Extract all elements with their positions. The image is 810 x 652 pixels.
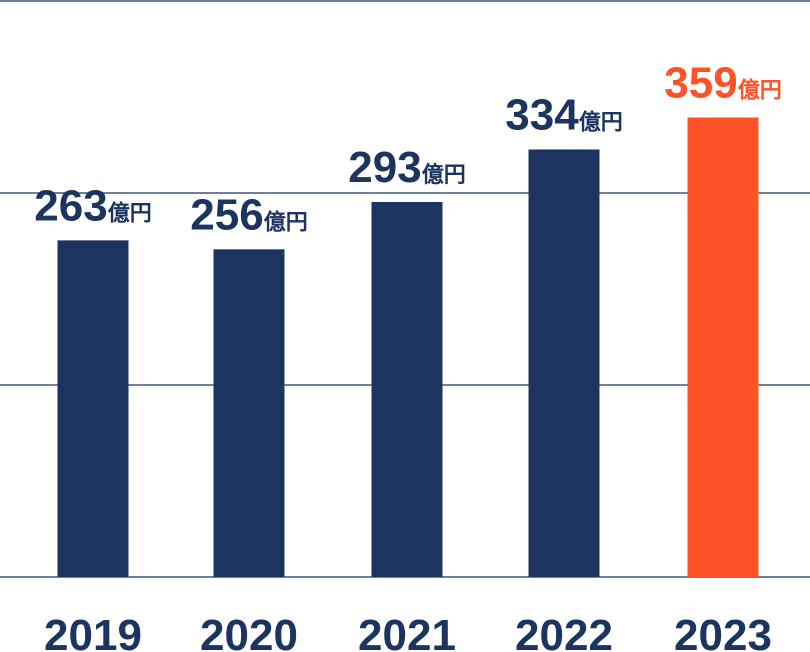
bar-2023: [687, 117, 759, 577]
x-tick-2020: 2020: [200, 611, 298, 652]
data-label-unit: 億円: [738, 77, 782, 103]
data-label-unit: 億円: [422, 162, 466, 188]
data-label-value: 359: [664, 58, 737, 107]
x-tick-2019: 2019: [44, 611, 142, 652]
x-tick-2021: 2021: [358, 611, 456, 652]
data-label-unit: 億円: [579, 109, 623, 135]
bar-2019: [57, 240, 129, 578]
bars-group: [57, 117, 759, 578]
data-label-2020: 256億円: [190, 190, 307, 239]
data-label-value: 256: [190, 190, 263, 239]
data-label-2022: 334億円: [505, 90, 622, 139]
bar-2020: [213, 249, 285, 577]
bar-2021: [371, 201, 443, 577]
data-label-value: 334: [505, 90, 579, 139]
bar-2022: [528, 149, 600, 578]
data-label-2023: 359億円: [664, 58, 781, 107]
data-label-value: 263: [34, 181, 107, 230]
x-tick-2022: 2022: [515, 611, 613, 652]
data-label-unit: 億円: [264, 209, 308, 235]
x-axis-ticks: 2019 2020 2021 2022 2023: [44, 611, 772, 652]
data-label-2019: 263億円: [34, 181, 151, 230]
x-tick-2023: 2023: [674, 611, 772, 652]
data-label-value: 293: [348, 143, 421, 192]
data-label-unit: 億円: [108, 200, 152, 226]
data-label-2021: 293億円: [348, 143, 465, 192]
